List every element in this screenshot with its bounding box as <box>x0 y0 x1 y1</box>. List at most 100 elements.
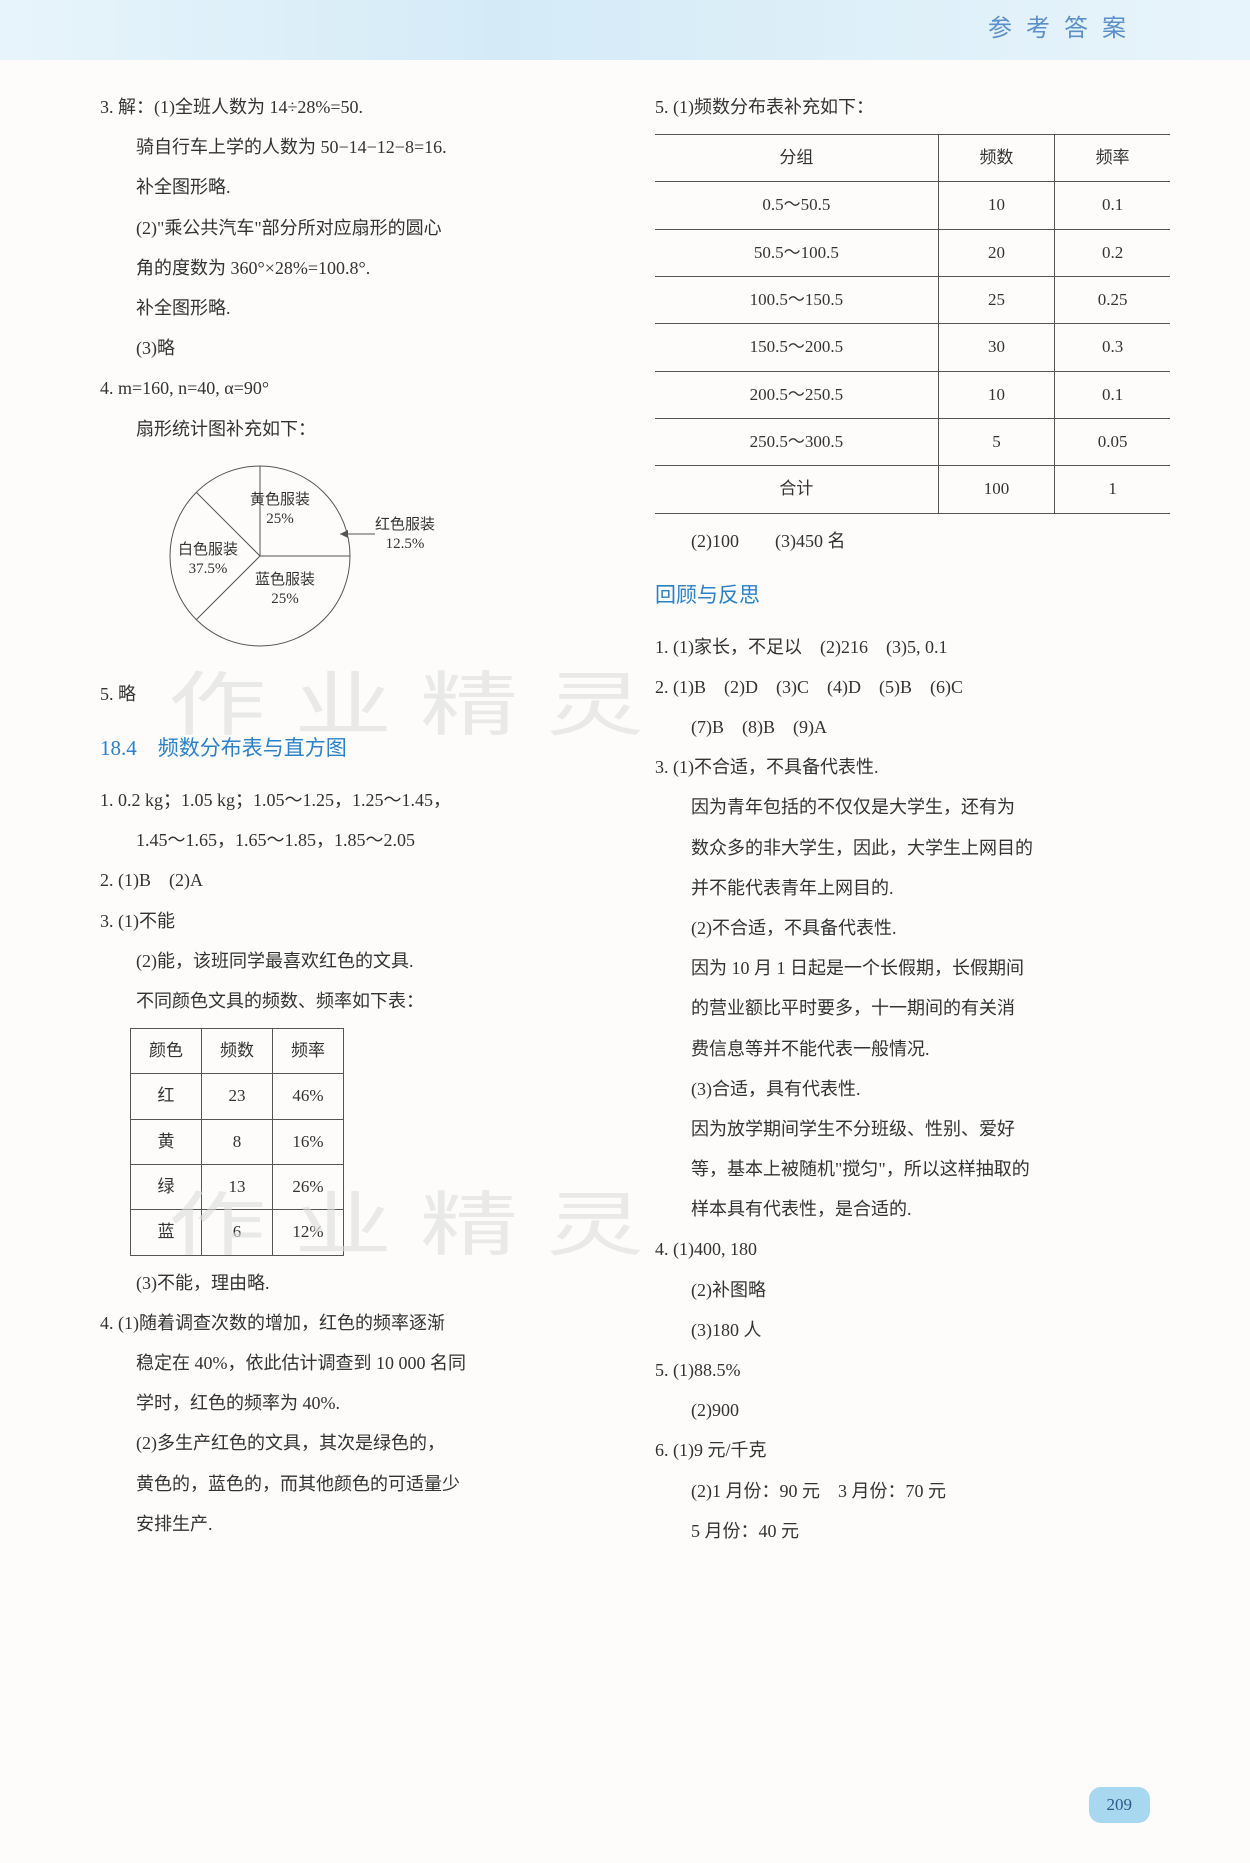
pie-blue-label: 蓝色服装 <box>255 572 315 588</box>
right-column: 5. (1)频数分布表补充如下： 分组频数频率0.5～50.5100.150.5… <box>655 90 1170 1554</box>
table-cell: 100.5～150.5 <box>655 277 938 324</box>
table-cell: 250.5～300.5 <box>655 418 938 465</box>
q3-line2: 骑自行车上学的人数为 50−14−12−8=16. <box>100 130 615 164</box>
freq-table: 分组频数频率0.5～50.5100.150.5～100.5200.2100.5～… <box>655 134 1170 513</box>
table-cell: 16% <box>273 1119 344 1164</box>
q5: 5. 略 <box>100 677 615 711</box>
table-cell: 0.3 <box>1055 324 1170 371</box>
table-cell: 0.1 <box>1055 371 1170 418</box>
table-cell: 1 <box>1055 466 1170 513</box>
table-cell: 100 <box>938 466 1054 513</box>
table-header: 频数 <box>938 135 1054 182</box>
pie-red-pct: 12.5% <box>386 536 425 552</box>
s184-q1b: 1.45～1.65，1.65～1.85，1.85～2.05 <box>100 823 615 857</box>
rv-q3-5: (2)不合适，不具备代表性. <box>655 911 1170 945</box>
table-row: 绿1326% <box>131 1164 344 1209</box>
pie-yellow: 黄色服装 25% <box>250 491 310 530</box>
table-cell: 10 <box>938 371 1054 418</box>
table-cell: 0.5～50.5 <box>655 182 938 229</box>
rv-q6-3: 5 月份：40 元 <box>655 1514 1170 1548</box>
pie-red: 红色服装 12.5% <box>375 516 435 555</box>
table-cell: 黄 <box>131 1119 202 1164</box>
table-row: 150.5～200.5300.3 <box>655 324 1170 371</box>
rv-q4-1: 4. (1)400, 180 <box>655 1232 1170 1266</box>
pie-blue-pct: 25% <box>271 591 299 607</box>
rv-q3-12: 样本具有代表性，是合适的. <box>655 1192 1170 1226</box>
table-header: 频率 <box>1055 135 1170 182</box>
pie-blue: 蓝色服装 25% <box>255 571 315 610</box>
q3-line3: 补全图形略. <box>100 170 615 204</box>
table-cell: 8 <box>202 1119 273 1164</box>
content-columns: 3. 解：(1)全班人数为 14÷28%=50. 骑自行车上学的人数为 50−1… <box>0 60 1250 1554</box>
pie-yellow-label: 黄色服装 <box>250 492 310 508</box>
s184-q4-4: (2)多生产红色的文具，其次是绿色的， <box>100 1426 615 1460</box>
rv-q3-7: 的营业额比平时要多，十一期间的有关消 <box>655 991 1170 1025</box>
table-cell: 46% <box>273 1074 344 1119</box>
q3-line4: (2)"乘公共汽车"部分所对应扇形的圆心 <box>100 211 615 245</box>
table-cell: 0.05 <box>1055 418 1170 465</box>
s184-q4-6: 安排生产. <box>100 1507 615 1541</box>
table-cell: 200.5～250.5 <box>655 371 938 418</box>
table-cell: 绿 <box>131 1164 202 1209</box>
review-title: 回顾与反思 <box>655 576 1170 616</box>
s184-q3-4: (3)不能，理由略. <box>100 1266 615 1300</box>
left-column: 3. 解：(1)全班人数为 14÷28%=50. 骑自行车上学的人数为 50−1… <box>100 90 615 1554</box>
s184-q3-3: 不同颜色文具的频数、频率如下表： <box>100 984 615 1018</box>
s184-q1a: 1. 0.2 kg；1.05 kg；1.05～1.25，1.25～1.45， <box>100 783 615 817</box>
pie-red-label: 红色服装 <box>375 517 435 533</box>
table-row: 50.5～100.5200.2 <box>655 229 1170 276</box>
pie-chart-wrap: 黄色服装 25% 红色服装 12.5% 蓝色服装 25% 白色服装 37.5% <box>140 456 615 667</box>
table-header: 分组 <box>655 135 938 182</box>
s184-q4-3: 学时，红色的频率为 40%. <box>100 1386 615 1420</box>
rv-q3-9: (3)合适，具有代表性. <box>655 1072 1170 1106</box>
rv-q2b: (7)B (8)B (9)A <box>655 710 1170 744</box>
table-cell: 50.5～100.5 <box>655 229 938 276</box>
table-row: 250.5～300.550.05 <box>655 418 1170 465</box>
r-q5-head: 5. (1)频数分布表补充如下： <box>655 90 1170 124</box>
pie-yellow-pct: 25% <box>266 511 294 527</box>
table-row: 红2346% <box>131 1074 344 1119</box>
rv-q4-3: (3)180 人 <box>655 1313 1170 1347</box>
r-q5-sub: (2)100 (3)450 名 <box>655 524 1170 558</box>
table-row: 蓝612% <box>131 1210 344 1255</box>
rv-q3-6: 因为 10 月 1 日起是一个长假期，长假期间 <box>655 951 1170 985</box>
header-band: 参 考 答 案 <box>0 0 1250 60</box>
q3-line5: 角的度数为 360°×28%=100.8°. <box>100 251 615 285</box>
table-cell: 合计 <box>655 466 938 513</box>
table-cell: 0.2 <box>1055 229 1170 276</box>
color-table: 颜色频数频率红2346%黄816%绿1326%蓝612% <box>130 1028 344 1255</box>
s184-q3-2: (2)能，该班同学最喜欢红色的文具. <box>100 944 615 978</box>
table-cell: 10 <box>938 182 1054 229</box>
q4-line1: 4. m=160, n=40, α=90° <box>100 371 615 405</box>
page-number: 209 <box>1089 1787 1151 1823</box>
header-title: 参 考 答 案 <box>988 7 1130 53</box>
rv-q5-2: (2)900 <box>655 1393 1170 1427</box>
table-cell: 25 <box>938 277 1054 324</box>
rv-q5-1: 5. (1)88.5% <box>655 1353 1170 1387</box>
table-cell: 12% <box>273 1210 344 1255</box>
rv-q6-2: (2)1 月份：90 元 3 月份：70 元 <box>655 1474 1170 1508</box>
table-cell: 6 <box>202 1210 273 1255</box>
rv-q3-3: 数众多的非大学生，因此，大学生上网目的 <box>655 831 1170 865</box>
table-cell: 5 <box>938 418 1054 465</box>
table-cell: 13 <box>202 1164 273 1209</box>
rv-q3-1: 3. (1)不合适，不具备代表性. <box>655 750 1170 784</box>
table-row: 合计1001 <box>655 466 1170 513</box>
s184-q3-1: 3. (1)不能 <box>100 904 615 938</box>
s184-q4-2: 稳定在 40%，依此估计调查到 10 000 名同 <box>100 1346 615 1380</box>
table-header: 频数 <box>202 1029 273 1074</box>
table-cell: 26% <box>273 1164 344 1209</box>
pie-white-label: 白色服装 <box>178 542 238 558</box>
table-row: 黄816% <box>131 1119 344 1164</box>
rv-q3-8: 费信息等并不能代表一般情况. <box>655 1032 1170 1066</box>
rv-q3-10: 因为放学期间学生不分班级、性别、爱好 <box>655 1112 1170 1146</box>
table-cell: 蓝 <box>131 1210 202 1255</box>
rv-q3-4: 并不能代表青年上网目的. <box>655 871 1170 905</box>
q3-line1: 3. 解：(1)全班人数为 14÷28%=50. <box>100 90 615 124</box>
s184-q4-5: 黄色的，蓝色的，而其他颜色的可适量少 <box>100 1467 615 1501</box>
q3-line6: 补全图形略. <box>100 291 615 325</box>
table-cell: 30 <box>938 324 1054 371</box>
pie-white-pct: 37.5% <box>189 561 228 577</box>
q4-line2: 扇形统计图补充如下： <box>100 412 615 446</box>
rv-q3-11: 等，基本上被随机"搅匀"，所以这样抽取的 <box>655 1152 1170 1186</box>
